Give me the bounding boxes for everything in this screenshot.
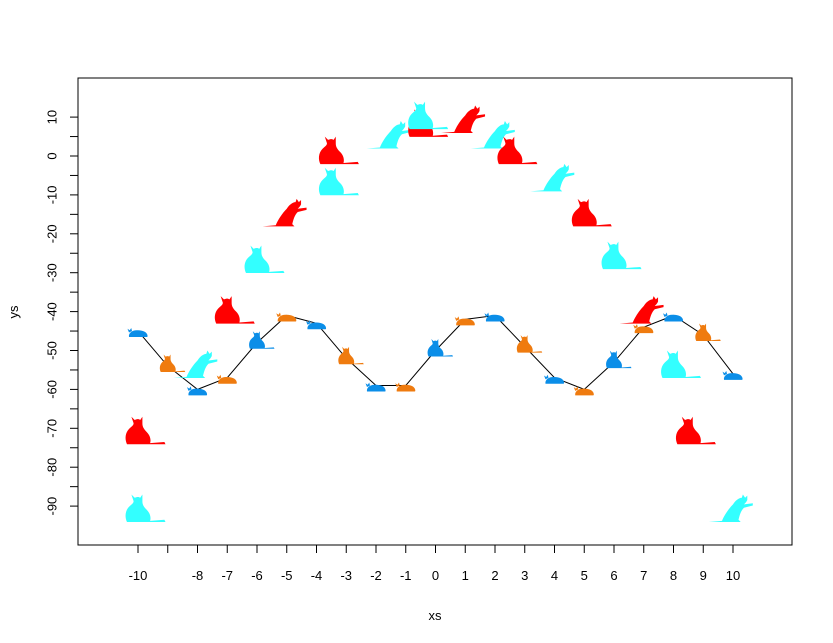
x-tick-label: -8 <box>192 568 204 583</box>
cat-marker <box>675 416 716 445</box>
cat-marker <box>216 374 237 384</box>
cat-marker <box>601 241 642 270</box>
x-tick-label: 10 <box>726 568 740 583</box>
cat-markers <box>125 101 753 522</box>
cat-marker <box>661 350 701 379</box>
cat-marker <box>408 101 449 130</box>
x-tick-label: 5 <box>581 568 588 583</box>
cat-marker <box>633 324 654 334</box>
cat-marker <box>395 382 416 392</box>
x-axis-title: xs <box>429 608 443 623</box>
cat-marker <box>722 370 743 380</box>
cat-marker <box>244 245 285 274</box>
y-axis: 10 0 -10 -20 -30 -40 -50 -60 -70 -80 -90 <box>45 110 78 516</box>
cat-marker <box>427 339 453 357</box>
y-tick-label: -20 <box>45 224 60 243</box>
cat-marker <box>497 136 538 165</box>
cat-marker <box>695 323 721 341</box>
cat-marker <box>516 335 543 353</box>
cat-marker <box>318 136 359 165</box>
cat-marker <box>606 350 632 369</box>
cat-marker <box>571 198 612 227</box>
cat-marker <box>173 350 218 379</box>
cat-marker <box>619 296 664 324</box>
x-tick-label: -10 <box>129 568 148 583</box>
y-tick-label: 10 <box>45 110 60 124</box>
cat-marker <box>454 316 475 326</box>
x-tick-label: 2 <box>491 568 498 583</box>
x-tick-label: -1 <box>400 568 412 583</box>
x-tick-label: 6 <box>610 568 617 583</box>
x-tick-label: 4 <box>551 568 558 583</box>
x-tick-label: 0 <box>432 568 439 583</box>
x-tick-label: -2 <box>370 568 382 583</box>
cat-marker <box>663 312 684 322</box>
cat-marker <box>338 346 364 365</box>
y-tick-label: -60 <box>45 380 60 399</box>
cat-marker <box>573 386 594 396</box>
y-tick-label: -30 <box>45 263 60 282</box>
cat-marker <box>276 312 297 322</box>
x-tick-label: 1 <box>462 568 469 583</box>
y-tick-label: -80 <box>45 458 60 477</box>
cat-marker <box>318 167 359 196</box>
x-tick-label: 8 <box>670 568 677 583</box>
x-tick-label: 7 <box>640 568 647 583</box>
cat-marker <box>530 163 575 192</box>
x-tick-label: -3 <box>340 568 352 583</box>
cat-marker <box>306 320 327 330</box>
y-tick-label: -90 <box>45 497 60 516</box>
cat-marker <box>249 331 275 349</box>
cat-marker <box>127 328 148 338</box>
x-tick-label: -6 <box>251 568 263 583</box>
x-tick-label: -7 <box>221 568 233 583</box>
cat-marker <box>214 296 255 324</box>
y-tick-label: 0 <box>45 152 60 159</box>
cat-marker <box>365 382 386 392</box>
x-tick-label: 3 <box>521 568 528 583</box>
x-tick-label: 9 <box>700 568 707 583</box>
y-tick-label: -10 <box>45 186 60 205</box>
cat-marker <box>125 416 166 445</box>
plot-frame <box>77 77 793 546</box>
cat-marker <box>159 354 186 373</box>
y-tick-label: -40 <box>45 302 60 321</box>
x-tick-label: -5 <box>281 568 293 583</box>
y-tick-label: -70 <box>45 419 60 438</box>
cat-marker <box>544 374 565 384</box>
cat-marker <box>125 494 166 522</box>
cat-marker <box>262 198 307 227</box>
x-tick-label: -4 <box>311 568 323 583</box>
cat-marker <box>187 386 208 396</box>
y-tick-label: -50 <box>45 341 60 360</box>
cat-marker <box>708 494 753 522</box>
y-axis-title: ys <box>6 305 21 319</box>
cat-marker <box>366 121 411 149</box>
x-axis: -10 -8 -7 -6 -5 -4 -3 -2 -1 0 1 2 3 4 5 6 7 8 9 10 <box>129 545 740 583</box>
cat-marker <box>484 312 505 322</box>
